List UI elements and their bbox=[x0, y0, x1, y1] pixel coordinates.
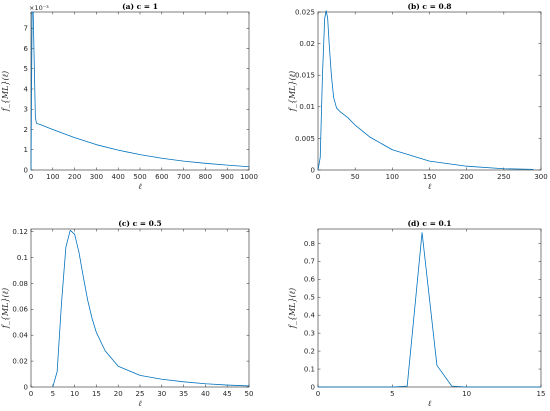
y-axis-label: f_{ML}(ℓ) bbox=[1, 288, 10, 329]
x-tick-label: 100 bbox=[386, 173, 399, 181]
x-tick-label: 800 bbox=[199, 173, 212, 181]
y-tick-label: 1 bbox=[24, 146, 28, 154]
axes-box bbox=[30, 11, 250, 171]
x-tick-label: 700 bbox=[177, 173, 190, 181]
y-tick-label: 0.02 bbox=[12, 357, 28, 365]
y-tick-label: 0 bbox=[24, 166, 28, 174]
x-tick-label: 600 bbox=[155, 173, 168, 181]
x-tick-label: 500 bbox=[133, 173, 146, 181]
y-tick-label: 3 bbox=[24, 106, 28, 114]
x-tick-label: 50 bbox=[245, 390, 254, 398]
y-tick-label: 0.01 bbox=[299, 103, 315, 111]
series-line bbox=[30, 11, 250, 171]
chart-title: (b) c = 0.8 bbox=[407, 2, 451, 11]
series-line bbox=[52, 229, 250, 388]
axes-box bbox=[317, 11, 542, 171]
x-tick-label: 0 bbox=[29, 390, 33, 398]
axes-box bbox=[317, 228, 542, 388]
y-tick-label: 0.04 bbox=[12, 332, 28, 340]
y-tick-label: 6 bbox=[24, 45, 29, 53]
y-tick-label: 0 bbox=[24, 383, 28, 391]
x-axis-label: ℓ bbox=[138, 182, 142, 191]
x-tick-label: 50 bbox=[351, 173, 360, 181]
y-tick-label: 0.1 bbox=[17, 254, 28, 262]
y-tick-label: 0 bbox=[311, 383, 315, 391]
subplot-2: 0 50 100 150 200 250 300 0 0.005 0.01 0.015 0.02 0.0… bbox=[288, 2, 548, 191]
y-tick-label: 0.005 bbox=[295, 135, 315, 143]
y-tick-label: 4 bbox=[24, 85, 29, 93]
y-tick-label: 0.6 bbox=[304, 276, 316, 284]
x-tick-label: 5 bbox=[390, 390, 394, 398]
x-tick-label: 300 bbox=[90, 173, 103, 181]
y-tick-label: 0.12 bbox=[12, 228, 28, 236]
y-axis-label: f_{ML}(ℓ) bbox=[288, 288, 297, 329]
x-tick-label: 200 bbox=[460, 173, 473, 181]
x-tick-label: 0 bbox=[29, 173, 33, 181]
chart-title: (d) c = 0.1 bbox=[407, 219, 451, 228]
x-tick-label: 400 bbox=[112, 173, 125, 181]
subplot-1: 0 100 200 300 400 500 600 700 800 900 1000 0 1 2 3 4 5 6 7… bbox=[1, 2, 258, 191]
x-tick-label: 0 bbox=[316, 390, 320, 398]
y-tick-label: 0.3 bbox=[304, 330, 315, 338]
y-tick-label: 0.1 bbox=[304, 365, 315, 373]
y-tick-label: 0 bbox=[311, 166, 315, 174]
subplot-3: 0 5 10 15 20 25 30 35 40 45 50 0 0.02 0.04 0.06 0.08 0.1… bbox=[1, 219, 253, 408]
x-axis-label: ℓ bbox=[428, 399, 432, 408]
y-tick-label: 0.2 bbox=[304, 347, 315, 355]
y-tick-label: 0.7 bbox=[304, 258, 315, 266]
y-exponent-label: ×10⁻³ bbox=[29, 4, 49, 12]
y-tick-label: 2 bbox=[24, 126, 28, 134]
x-tick-label: 100 bbox=[46, 173, 59, 181]
series-line bbox=[318, 232, 541, 388]
x-tick-label: 30 bbox=[157, 390, 166, 398]
x-tick-label: 20 bbox=[114, 390, 123, 398]
y-tick-label: 5 bbox=[24, 65, 28, 73]
axes-box bbox=[30, 228, 250, 388]
x-axis-label: ℓ bbox=[428, 182, 432, 191]
chart-title: (c) c = 0.5 bbox=[118, 219, 161, 228]
x-tick-label: 15 bbox=[92, 390, 101, 398]
x-tick-label: 40 bbox=[201, 390, 210, 398]
x-tick-label: 15 bbox=[537, 390, 546, 398]
y-tick-label: 0.015 bbox=[295, 72, 315, 80]
y-axis-label: f_{ML}(ℓ) bbox=[1, 71, 10, 112]
y-tick-label: 0.025 bbox=[295, 8, 315, 16]
y-axis-label: f_{ML}(ℓ) bbox=[288, 71, 297, 112]
chart-title: (a) c = 1 bbox=[122, 2, 158, 11]
x-tick-label: 10 bbox=[70, 390, 79, 398]
y-tick-label: 7 bbox=[24, 25, 28, 33]
series-line bbox=[317, 10, 534, 171]
y-tick-label: 0.06 bbox=[12, 306, 28, 314]
x-tick-label: 10 bbox=[462, 390, 471, 398]
y-tick-label: 0.4 bbox=[304, 312, 316, 320]
y-tick-label: 0.02 bbox=[299, 40, 315, 48]
x-tick-label: 250 bbox=[497, 173, 510, 181]
x-axis-label: ℓ bbox=[138, 399, 142, 408]
subplot-4: 0 5 10 15 0 0.1 0.2 0.3 0.4 0.5 0.6 0.7 0.8 (d) c = 0… bbox=[288, 219, 545, 408]
y-tick-label: 0.08 bbox=[12, 280, 28, 288]
x-tick-label: 0 bbox=[316, 173, 320, 181]
x-tick-label: 25 bbox=[136, 390, 145, 398]
x-tick-label: 300 bbox=[534, 173, 547, 181]
x-tick-label: 900 bbox=[221, 173, 234, 181]
y-tick-label: 0.5 bbox=[304, 294, 315, 302]
x-tick-label: 45 bbox=[223, 390, 232, 398]
x-tick-label: 5 bbox=[51, 390, 55, 398]
x-tick-label: 1000 bbox=[240, 173, 258, 181]
x-tick-label: 35 bbox=[179, 390, 188, 398]
y-tick-label: 0.8 bbox=[304, 240, 315, 248]
x-tick-label: 150 bbox=[423, 173, 436, 181]
x-tick-label: 200 bbox=[68, 173, 81, 181]
